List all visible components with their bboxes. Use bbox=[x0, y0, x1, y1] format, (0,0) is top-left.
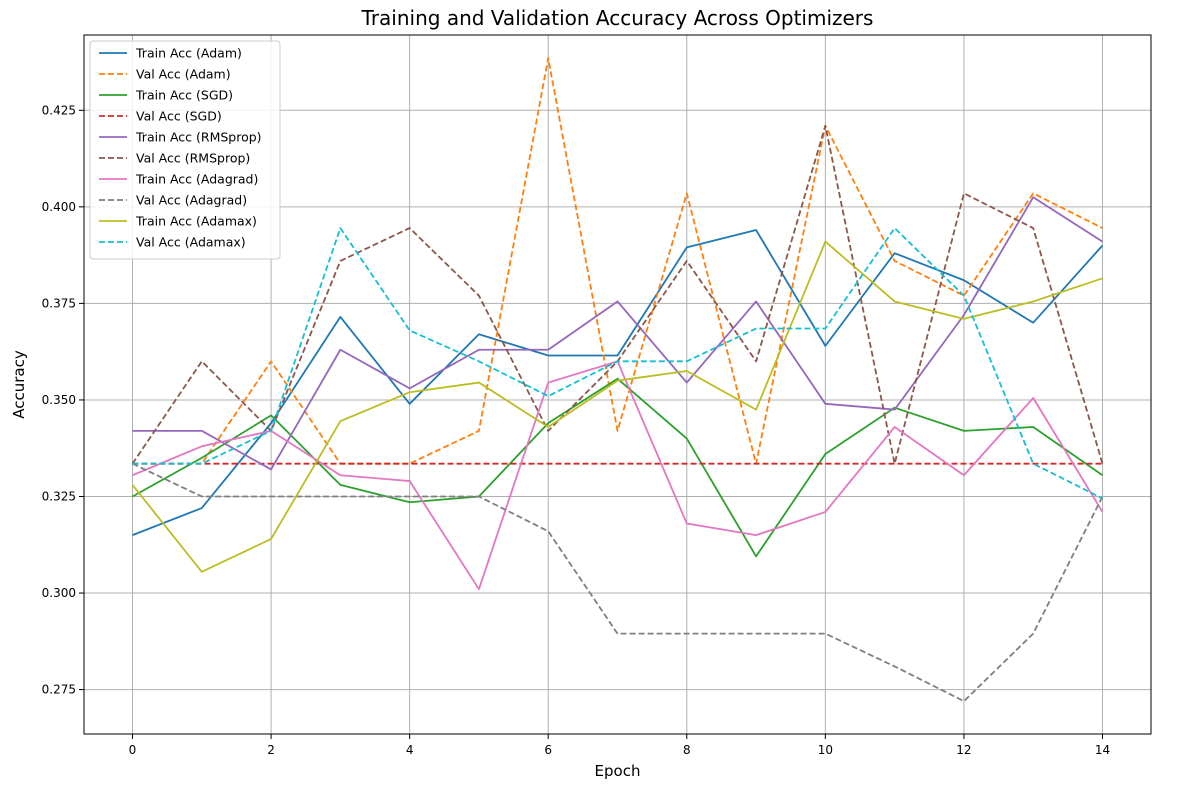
legend-entry: Val Acc (SGD) bbox=[136, 109, 222, 124]
legend: Train Acc (Adam) Val Acc (Adam) Train Acc … bbox=[89, 40, 281, 260]
y-tick-label: 0.425 bbox=[42, 103, 76, 117]
y-tick-label: 0.400 bbox=[42, 200, 76, 214]
axis-ticks: 0 2 4 6 8 10 12 14 0.275 0.300 0.325 0.350 0.375 0.40… bbox=[42, 103, 1111, 757]
y-tick-label: 0.375 bbox=[42, 296, 76, 310]
grid-lines bbox=[84, 35, 1151, 734]
series-line-8 bbox=[132, 462, 1104, 703]
y-tick-label: 0.300 bbox=[42, 586, 76, 600]
x-tick-label: 4 bbox=[406, 743, 414, 757]
x-tick-label: 12 bbox=[956, 743, 971, 757]
series-line-10 bbox=[132, 227, 1103, 500]
x-tick-label: 6 bbox=[544, 743, 552, 757]
y-tick-label: 0.275 bbox=[42, 683, 76, 697]
y-axis-label: Accuracy bbox=[10, 350, 28, 419]
series-line-1 bbox=[132, 229, 1104, 536]
legend-entry: Val Acc (Adamax) bbox=[136, 235, 246, 250]
legend-entry: Train Acc (SGD) bbox=[135, 88, 233, 103]
y-tick-label: 0.325 bbox=[42, 489, 76, 503]
series-line-9 bbox=[131, 240, 1103, 573]
x-tick-label: 0 bbox=[129, 743, 137, 757]
series-line-5 bbox=[132, 196, 1103, 471]
x-tick-label: 2 bbox=[267, 743, 275, 757]
legend-box bbox=[89, 40, 281, 260]
legend-entry: Val Acc (RMSprop) bbox=[136, 151, 250, 166]
x-tick-label: 10 bbox=[818, 743, 833, 757]
series-line-3 bbox=[132, 377, 1104, 558]
legend-entry: Train Acc (Adagrad) bbox=[135, 172, 258, 187]
chart-title: Training and Validation Accuracy Across … bbox=[361, 6, 874, 30]
plot-frame bbox=[83, 34, 1152, 735]
x-tick-label: 8 bbox=[683, 743, 691, 757]
legend-entry: Val Acc (Adam) bbox=[136, 67, 231, 82]
series-lines bbox=[131, 57, 1104, 703]
legend-entry: Train Acc (Adam) bbox=[135, 46, 242, 61]
legend-entry: Train Acc (RMSprop) bbox=[135, 130, 262, 145]
legend-entry: Val Acc (Adagrad) bbox=[136, 193, 247, 208]
x-tick-label: 14 bbox=[1095, 743, 1110, 757]
y-tick-label: 0.350 bbox=[42, 393, 76, 407]
legend-entry: Train Acc (Adamax) bbox=[135, 214, 257, 229]
x-axis-label: Epoch bbox=[595, 762, 641, 780]
